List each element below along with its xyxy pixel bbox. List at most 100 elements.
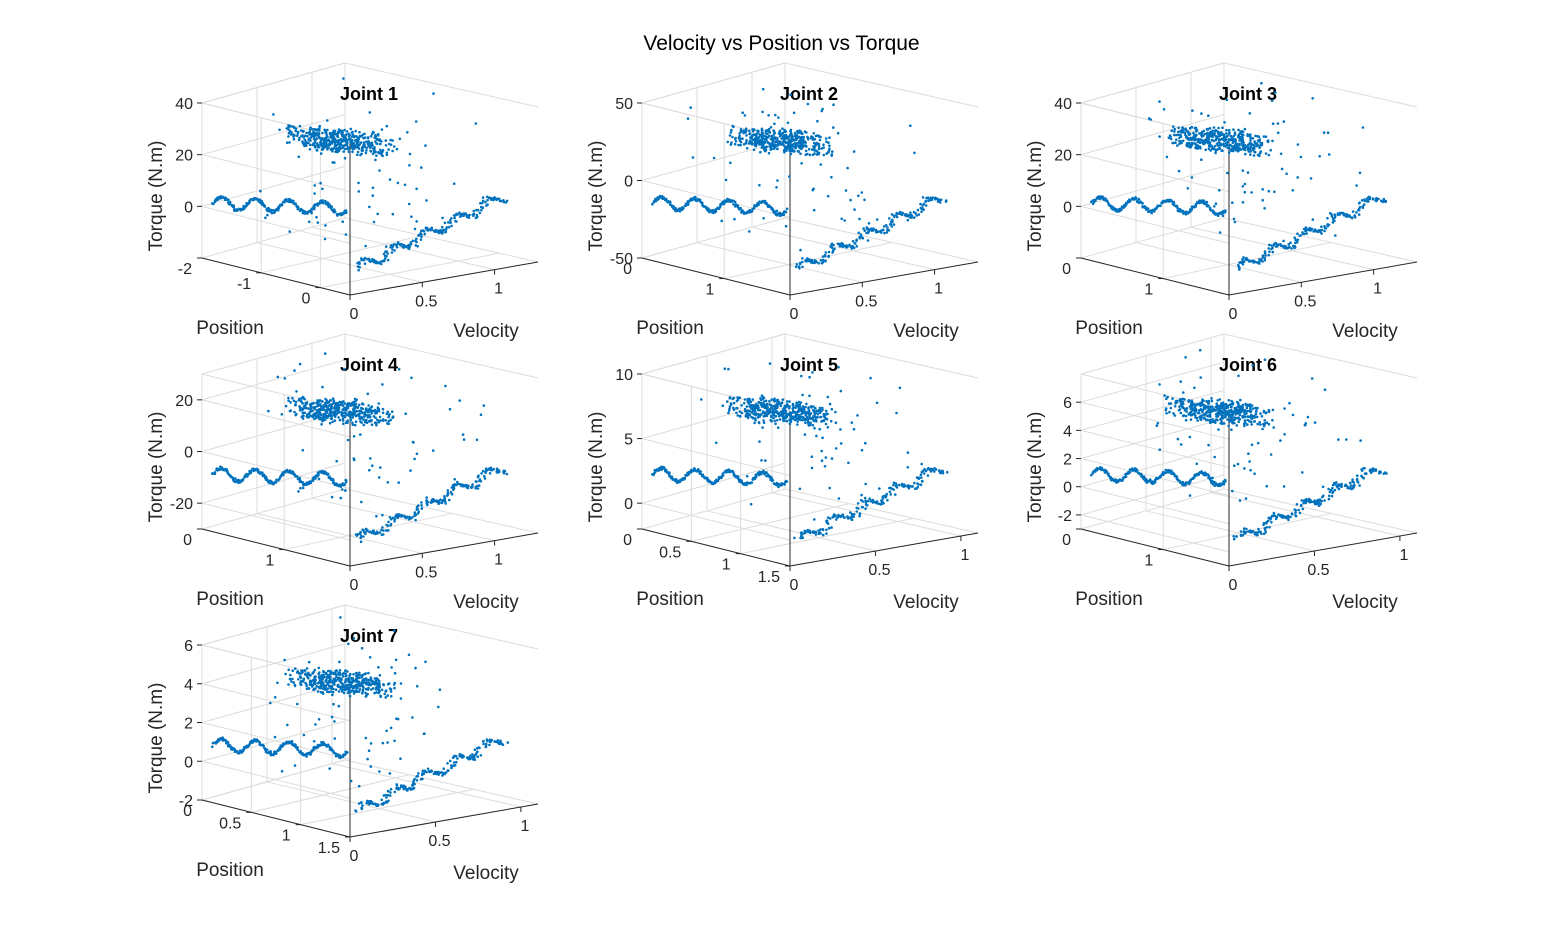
data-point [736,414,740,417]
data-point [366,528,369,532]
data-point [312,401,316,405]
data-point [1215,135,1219,139]
data-point [462,214,466,217]
data-point [380,128,384,131]
data-point [319,152,323,155]
data-point [314,477,317,480]
data-point [428,228,431,231]
data-point [763,199,767,203]
subplot-title: Joint 4 [340,355,398,375]
data-point [398,137,402,141]
data-point [856,414,859,417]
data-point [301,486,305,490]
data-point [421,229,425,232]
data-point [360,500,363,504]
data-point [793,134,796,137]
data-point [395,246,399,249]
data-point [788,149,791,152]
data-point [859,498,863,502]
data-point [1241,260,1244,263]
data-point [1291,189,1295,192]
z-tick-label: -2 [1058,508,1072,525]
data-point [1250,191,1253,194]
data-point [461,433,465,436]
data-point [381,411,385,415]
data-point [375,421,378,425]
data-point [1199,201,1202,204]
data-point [272,113,275,116]
data-point [904,213,907,216]
data-point [403,183,407,187]
data-point [747,129,751,133]
z-axis-label: Torque (N.m) [1025,141,1046,252]
data-point [764,137,768,140]
data-point [321,131,324,135]
data-point [366,142,370,145]
data-point [226,470,229,473]
data-point [820,459,824,462]
data-point [1253,150,1256,153]
data-point [730,141,733,144]
data-point [335,406,338,410]
data-point [828,402,832,406]
data-point [708,210,711,214]
data-point [1221,149,1224,152]
data-point [1361,206,1365,209]
data-point [410,215,413,218]
data-point [259,189,262,193]
data-point [1326,223,1329,226]
data-point [301,417,305,420]
data-point [351,401,354,404]
data-point [826,194,830,198]
data-point [836,131,840,135]
data-point [430,226,434,230]
data-point [417,233,421,237]
data-point [734,140,738,143]
data-point [812,187,815,191]
y-axis-line [641,257,791,296]
data-point [302,142,305,146]
data-point [798,407,802,411]
data-point [919,483,923,486]
data-point [416,245,420,248]
data-point [761,411,765,415]
data-point [800,374,803,378]
data-point [328,131,332,135]
data-point [1212,133,1216,137]
data-point [488,472,492,475]
data-point [311,414,314,418]
data-point [481,196,485,199]
data-point [1290,247,1293,250]
scatter-points [1090,81,1388,271]
box-edge [1223,217,1418,263]
data-point [310,134,314,138]
data-point [404,412,408,415]
data-point [814,142,818,145]
data-point [378,169,381,172]
data-point [485,195,489,199]
data-point [1231,201,1234,204]
data-point [771,411,774,415]
data-point [333,210,337,214]
data-point [909,211,912,214]
data-point [475,438,479,442]
data-point [1294,238,1297,241]
data-point [889,486,892,490]
data-point [1241,201,1245,204]
x-axis-label: Velocity [453,592,519,613]
data-point [770,398,773,401]
data-point [330,417,334,421]
data-point [732,396,736,400]
data-point [738,139,742,142]
data-point [777,411,781,415]
data-point [1249,139,1252,142]
data-point [790,134,793,138]
data-point [449,490,453,494]
data-point [1207,204,1210,208]
data-point [1190,176,1194,179]
y-axis-line [201,257,351,296]
data-point [379,262,383,266]
data-point [915,214,918,217]
data-point [840,514,843,518]
box-edge [1080,62,1225,104]
